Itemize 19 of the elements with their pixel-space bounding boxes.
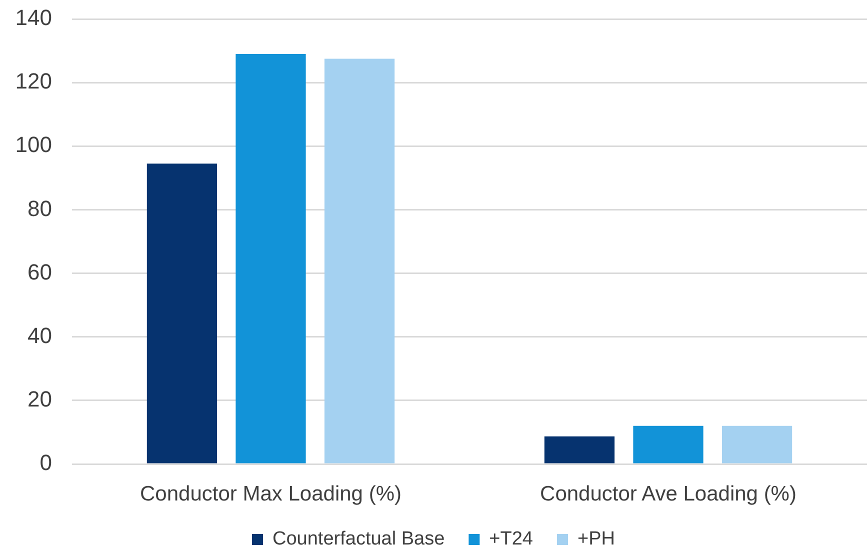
y-tick-label: 120 bbox=[15, 68, 52, 94]
y-tick-label: 40 bbox=[28, 322, 52, 348]
y-tick-label: 80 bbox=[28, 196, 52, 221]
bar bbox=[236, 54, 306, 464]
bar bbox=[544, 436, 615, 464]
y-tick-label: 20 bbox=[28, 386, 52, 412]
y-tick-label: 140 bbox=[15, 5, 52, 30]
bar bbox=[633, 426, 704, 464]
bar bbox=[146, 164, 218, 464]
y-tick-label: 100 bbox=[15, 132, 52, 158]
legend-label: Counterfactual Base bbox=[272, 528, 445, 547]
x-tick-label: Conductor Max Loading (%) bbox=[140, 482, 402, 506]
bar bbox=[722, 426, 792, 464]
legend-label: +T24 bbox=[489, 528, 534, 547]
legend-label: +PH bbox=[578, 528, 616, 547]
bar bbox=[324, 58, 395, 464]
y-tick-label: 60 bbox=[28, 259, 52, 284]
x-tick-label: Conductor Ave Loading (%) bbox=[540, 482, 796, 506]
y-tick-label: 0 bbox=[40, 450, 52, 476]
